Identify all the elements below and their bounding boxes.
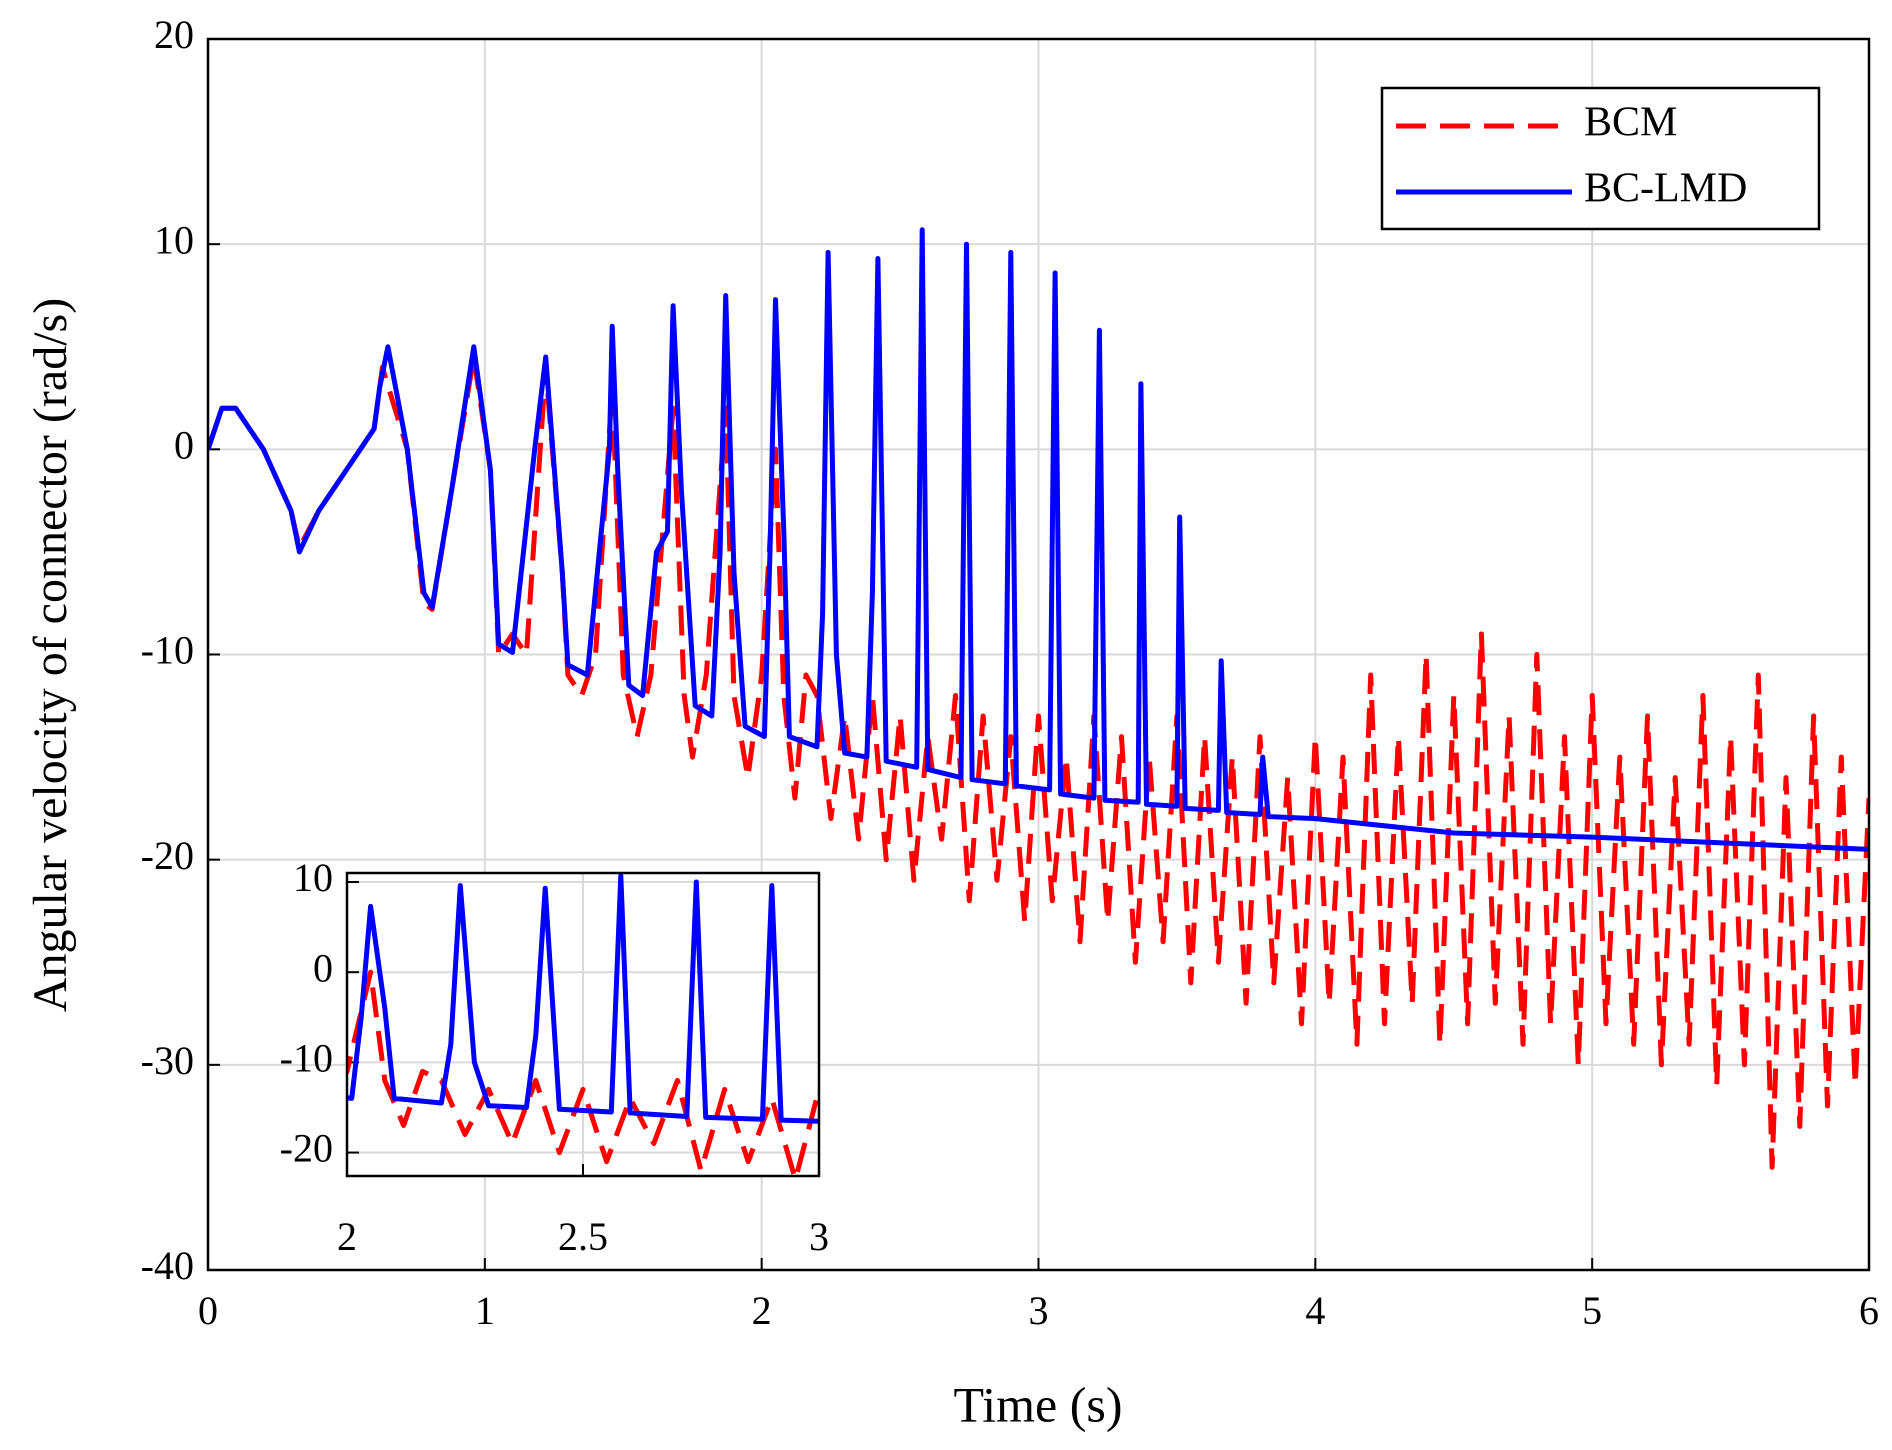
- y-tick-label: -10: [141, 628, 194, 673]
- y-tick-label: 10: [154, 217, 194, 262]
- x-tick-label: 1: [475, 1288, 495, 1333]
- x-axis-label: Time (s): [953, 1376, 1122, 1432]
- x-tick-label: 3: [809, 1214, 829, 1259]
- x-tick-label: 2: [337, 1214, 357, 1259]
- y-tick-label: -10: [280, 1036, 333, 1081]
- x-tick-label: 2: [752, 1288, 772, 1333]
- y-tick-label: -20: [280, 1126, 333, 1171]
- y-tick-label: -40: [141, 1243, 194, 1288]
- data-line: [347, 873, 819, 1124]
- x-tick-label: 2.5: [558, 1214, 608, 1259]
- data-line: [208, 227, 1869, 852]
- x-tick-label: 0: [198, 1288, 218, 1333]
- legend-box: [1380, 86, 1821, 231]
- y-tick-label: 10: [293, 855, 333, 900]
- x-tick-label: 6: [1859, 1288, 1879, 1333]
- series-group: [347, 873, 819, 1176]
- y-tick-label: 20: [154, 12, 194, 57]
- x-tick-label: 3: [1029, 1288, 1049, 1333]
- y-tick-label: 0: [313, 945, 333, 990]
- y-tick-label: -20: [141, 833, 194, 878]
- data-line: [208, 354, 1869, 1170]
- series-group: [208, 227, 1869, 1170]
- axes-frame: [345, 871, 821, 1178]
- y-tick-label: -30: [141, 1038, 194, 1083]
- axes-frame: [206, 37, 1871, 1272]
- y-tick-label: 0: [174, 423, 194, 468]
- x-tick-label: 5: [1582, 1288, 1602, 1333]
- y-axis-label: Angular velocity of connector (rad/s): [24, 298, 77, 1012]
- legend-label: BCM: [1584, 100, 1677, 146]
- x-tick-label: 4: [1305, 1288, 1325, 1333]
- legend-label: BC-LMD: [1584, 166, 1747, 212]
